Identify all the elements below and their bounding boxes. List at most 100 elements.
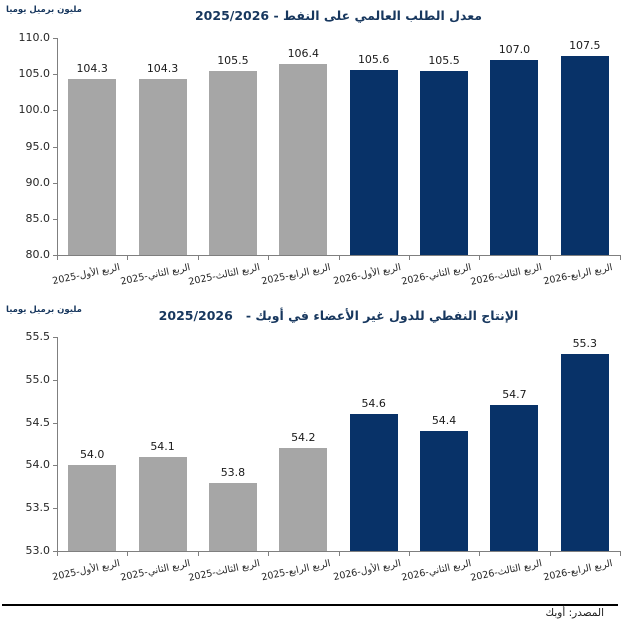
y-tick-label: 90.0 [25, 175, 51, 189]
y-axis-line [57, 337, 58, 552]
y-axis-line [57, 38, 58, 256]
y-tick-mark [53, 74, 57, 76]
y-tick-mark [53, 337, 57, 338]
bar-4 [279, 448, 328, 551]
x-category-label: الربع الثالث-2026 [469, 262, 543, 288]
x-category-label: الربع الرابع-2025 [260, 262, 332, 288]
x-tick-mark [268, 256, 270, 260]
x-category-label: الربع الأول-2025 [51, 262, 121, 288]
x-category-label: الربع الثاني-2025 [119, 262, 191, 288]
x-axis-line [57, 551, 621, 552]
y-tick-mark [53, 379, 57, 381]
bar-value-label: 54.1 [150, 440, 175, 453]
x-tick-mark [549, 552, 551, 556]
x-tick-mark [620, 552, 621, 556]
y-tick-label: 55.5 [25, 330, 51, 343]
chart-non-opec-production: مليون برميل يوميا الإنتاج النفطي للدول غ… [0, 300, 640, 600]
x-category-label: الربع الأول-2025 [51, 558, 121, 584]
bar-3 [208, 483, 257, 551]
y-tick-mark [53, 110, 57, 112]
bar-5 [349, 70, 398, 255]
y-axis-unit-label: مليون برميل يوميا [6, 5, 82, 15]
bar-8 [560, 56, 609, 255]
bar-1 [68, 465, 117, 551]
y-tick-label: 85.0 [25, 211, 51, 225]
y-tick-label: 105.0 [18, 67, 51, 81]
y-tick-mark [53, 508, 57, 510]
x-tick-mark [338, 552, 340, 556]
x-category-label: الربع الرابع-2026 [542, 558, 614, 584]
bar-value-label: 107.5 [569, 39, 601, 52]
x-tick-mark [197, 552, 199, 556]
bar-value-label: 54.0 [79, 448, 105, 461]
source-note: المصدر: أوبك [545, 607, 604, 619]
y-tick-label: 110.0 [18, 31, 51, 44]
y-tick-mark [53, 38, 57, 39]
chart-title: الإنتاج النفطي للدول غير الأعضاء في أوبك… [158, 308, 519, 323]
bar-7 [490, 60, 539, 255]
y-tick-mark [53, 146, 57, 148]
bar-3 [208, 71, 257, 255]
y-tick-mark [53, 182, 57, 184]
bar-value-label: 104.3 [76, 62, 108, 75]
bar-7 [490, 405, 539, 551]
bar-value-label: 53.8 [220, 466, 246, 479]
y-tick-label: 100.0 [18, 103, 51, 117]
bar-value-label: 54.2 [291, 431, 316, 444]
x-tick-mark [549, 256, 551, 260]
bar-8 [560, 354, 609, 551]
x-category-label: الربع الثالث-2025 [187, 262, 262, 288]
x-category-label: الربع الأول-2026 [332, 558, 402, 584]
bar-1 [68, 79, 117, 255]
x-tick-mark [57, 256, 58, 260]
bar-value-label: 54.4 [431, 414, 457, 427]
x-tick-mark [620, 256, 621, 260]
bar-value-label: 54.7 [502, 388, 527, 401]
footer-divider-line [2, 604, 618, 606]
bar-value-label: 55.3 [572, 337, 598, 350]
x-tick-mark [57, 552, 58, 556]
y-tick-mark [53, 422, 57, 424]
y-tick-mark [53, 551, 57, 552]
bar-value-label: 105.5 [428, 54, 460, 67]
x-tick-mark [338, 256, 340, 260]
y-tick-label: 80.0 [25, 248, 51, 261]
x-tick-mark [408, 256, 410, 260]
bar-5 [349, 414, 398, 551]
x-category-label: الربع الثالث-2025 [187, 558, 262, 584]
x-tick-mark [127, 552, 129, 556]
x-axis-line [57, 255, 621, 256]
x-tick-mark [197, 256, 199, 260]
x-tick-mark [408, 552, 410, 556]
y-tick-label: 53.5 [25, 501, 51, 515]
x-category-label: الربع الرابع-2026 [542, 262, 614, 288]
y-tick-mark [53, 465, 57, 467]
bar-4 [279, 64, 328, 255]
x-tick-mark [268, 552, 270, 556]
x-category-label: الربع الرابع-2025 [260, 558, 332, 584]
bar-6 [420, 71, 469, 255]
x-category-label: الربع الثالث-2026 [469, 558, 543, 584]
y-tick-label: 95.0 [25, 139, 51, 153]
bar-value-label: 106.4 [287, 47, 320, 60]
y-tick-label: 54.0 [25, 458, 51, 472]
x-category-label: الربع الثاني-2026 [400, 262, 473, 288]
x-tick-mark [127, 256, 129, 260]
chart-title: معدل الطلب العالمي على النفط - 2025/2026 [194, 8, 482, 23]
bar-2 [138, 457, 187, 551]
bar-value-label: 107.0 [498, 43, 531, 56]
chart-global-oil-demand: مليون برميل يوميا معدل الطلب العالمي على… [0, 0, 640, 300]
x-tick-mark [479, 552, 481, 556]
y-tick-label: 54.5 [25, 415, 51, 429]
x-tick-mark [479, 256, 481, 260]
x-category-label: الربع الثاني-2025 [119, 558, 191, 584]
y-tick-mark [53, 218, 57, 220]
bar-6 [420, 431, 469, 551]
bar-value-label: 105.5 [217, 54, 249, 67]
bar-value-label: 104.3 [146, 62, 179, 75]
y-axis-unit-label: مليون برميل يوميا [6, 305, 82, 315]
bar-value-label: 54.6 [361, 397, 386, 410]
y-tick-label: 53.0 [25, 544, 51, 557]
x-category-label: الربع الثاني-2026 [400, 558, 473, 584]
